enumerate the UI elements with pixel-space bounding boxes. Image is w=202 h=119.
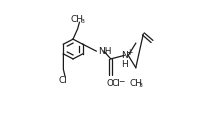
Text: +: + [126, 48, 132, 57]
Text: Cl: Cl [111, 79, 120, 88]
Text: O: O [106, 79, 113, 88]
Text: 3: 3 [138, 83, 142, 88]
Text: 3: 3 [80, 19, 84, 24]
Text: CH: CH [70, 15, 83, 24]
Text: N: N [121, 51, 127, 60]
Text: NH: NH [97, 47, 111, 56]
Text: H: H [121, 60, 127, 69]
Text: Cl: Cl [58, 76, 67, 85]
Text: −: − [118, 77, 124, 86]
Text: CH: CH [129, 79, 142, 88]
